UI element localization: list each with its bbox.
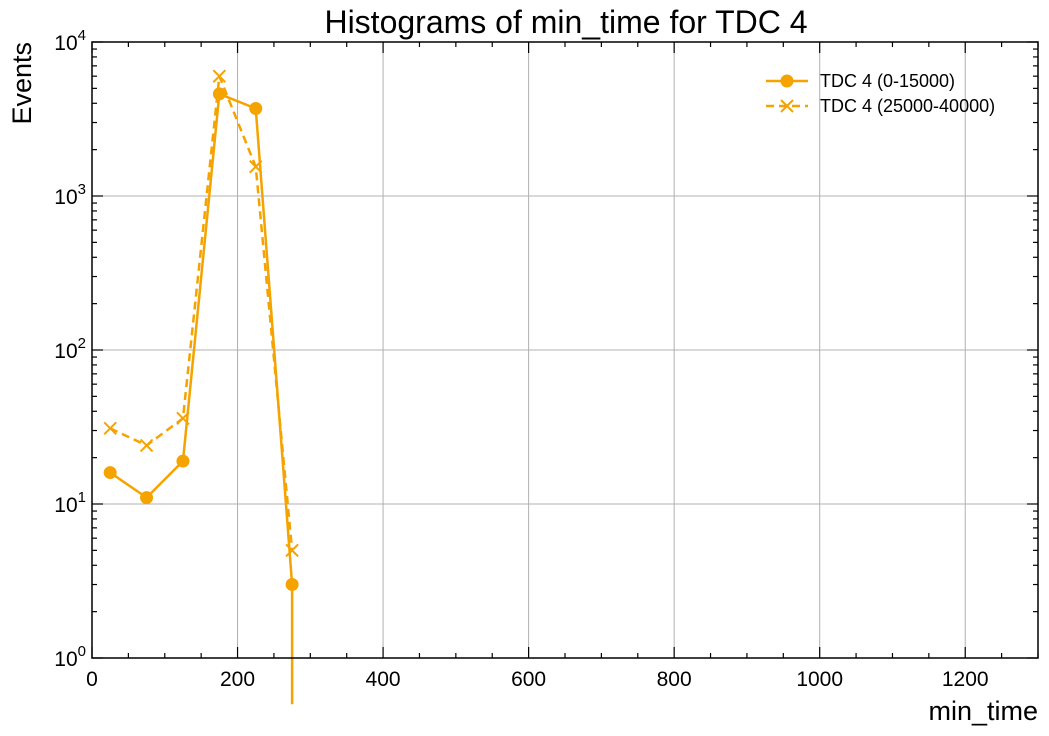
- data-point-stroke: [176, 411, 190, 426]
- y-tick-label: 100: [54, 643, 86, 671]
- data-point-stroke: [285, 543, 299, 558]
- data-point: [103, 466, 117, 480]
- y-tick-label: 102: [54, 335, 86, 363]
- x-tick-label: 1200: [942, 668, 989, 691]
- data-point: [780, 74, 794, 88]
- data-point: [249, 159, 263, 174]
- data-point: [176, 411, 190, 426]
- data-point-stroke: [249, 159, 263, 174]
- series-1: [103, 87, 299, 705]
- x-tick-label: 1000: [796, 668, 843, 691]
- y-tick-label: 101: [54, 489, 86, 517]
- y-tick-exponent: 1: [78, 489, 86, 506]
- data-point-stroke: [780, 99, 794, 113]
- data-point: [176, 454, 190, 468]
- legend-label: TDC 4 (25000-40000): [820, 96, 995, 116]
- series-2: [103, 69, 299, 558]
- x-tick-label: 800: [657, 668, 692, 691]
- y-axis-label: Events: [7, 42, 37, 125]
- data-point: [249, 101, 263, 115]
- data-point-stroke: [103, 421, 117, 436]
- legend: TDC 4 (0-15000) TDC 4 (25000-40000): [766, 71, 995, 116]
- legend-entry-2: TDC 4 (25000-40000): [766, 96, 995, 116]
- legend-label: TDC 4 (0-15000): [820, 71, 955, 91]
- y-tick-exponent: 0: [78, 643, 86, 660]
- series-line: [109, 74, 294, 551]
- x-axis-label: min_time: [928, 696, 1038, 726]
- plot-series: [103, 69, 299, 705]
- data-point-stroke: [212, 69, 227, 83]
- grid: [92, 42, 1038, 658]
- data-point: [780, 99, 794, 113]
- data-point: [285, 578, 299, 592]
- y-tick-exponent: 4: [78, 27, 86, 44]
- series-line: [109, 92, 294, 705]
- x-tick-label: 0: [86, 668, 98, 691]
- data-point-stroke: [139, 438, 154, 453]
- y-tick-exponent: 3: [78, 181, 86, 198]
- data-point: [285, 543, 299, 558]
- x-tick-label: 200: [220, 668, 255, 691]
- x-tick-label: 400: [366, 668, 401, 691]
- y-tick-label: 104: [54, 27, 86, 55]
- axis-ticks: [91, 41, 1039, 659]
- data-point: [140, 491, 154, 505]
- data-point: [139, 438, 154, 453]
- x-tick-label: 600: [511, 668, 546, 691]
- y-tick-label: 103: [54, 181, 86, 209]
- data-point: [103, 421, 117, 436]
- legend-entry-1: TDC 4 (0-15000): [766, 71, 955, 91]
- y-tick-exponent: 2: [78, 335, 86, 352]
- data-point: [212, 69, 227, 83]
- chart-title: Histograms of min_time for TDC 4: [324, 4, 807, 40]
